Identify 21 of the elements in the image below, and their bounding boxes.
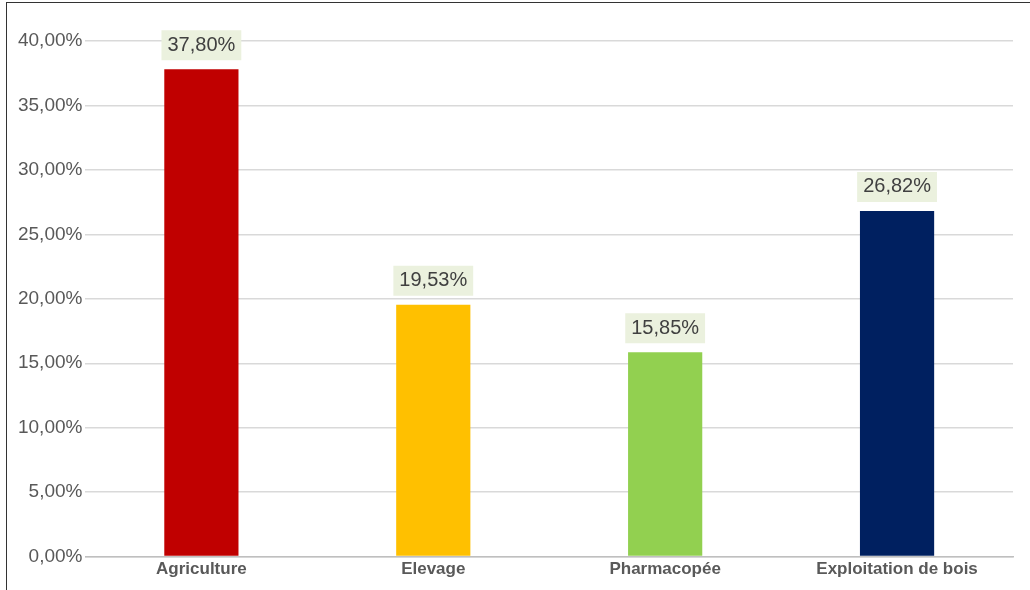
- data-label: 26,82%: [863, 174, 932, 197]
- bar: [859, 210, 935, 556]
- y-tick-label: 15,00%: [17, 351, 83, 373]
- y-tick-label: 20,00%: [17, 287, 83, 309]
- x-tick-label: Pharmacopée: [609, 559, 721, 579]
- y-tick-label: 35,00%: [17, 93, 83, 115]
- y-tick-label: 5,00%: [28, 480, 83, 502]
- bar: [628, 352, 703, 556]
- x-tick-label: Agriculture: [156, 559, 247, 579]
- x-tick-label: Elevage: [401, 559, 466, 579]
- y-tick-label: 10,00%: [17, 415, 83, 437]
- y-tick-label: 0,00%: [28, 544, 83, 566]
- data-label: 15,85%: [631, 315, 700, 338]
- y-tick-label: 30,00%: [17, 158, 83, 180]
- data-label: 19,53%: [399, 268, 468, 291]
- y-tick-label: 40,00%: [17, 29, 83, 51]
- data-label: 37,80%: [167, 32, 236, 55]
- bar: [164, 69, 239, 556]
- x-tick-label: Exploitation de bois: [816, 559, 978, 579]
- y-tick-label: 25,00%: [17, 222, 83, 244]
- bar: [396, 304, 471, 556]
